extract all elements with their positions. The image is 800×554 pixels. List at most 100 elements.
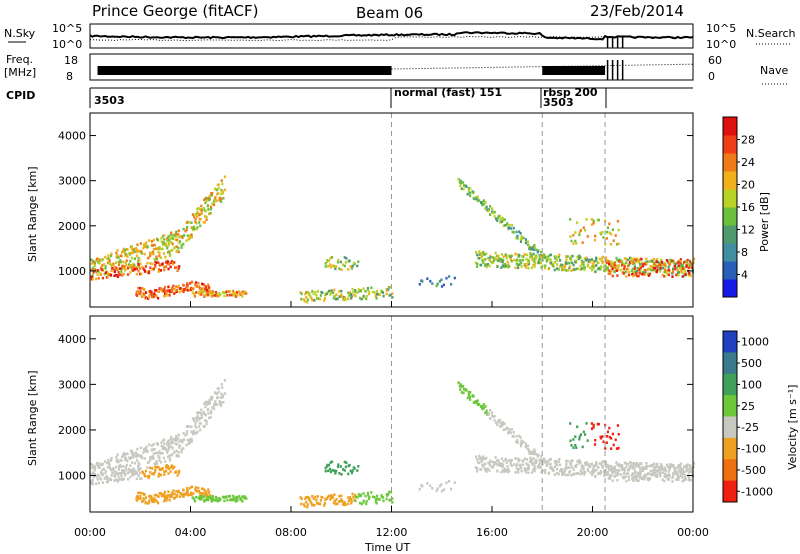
power-echo <box>123 267 126 270</box>
power-echo <box>108 259 111 262</box>
power-echo <box>215 188 219 192</box>
velocity-echo <box>545 464 548 467</box>
power-echo <box>522 236 525 240</box>
power-echo <box>517 263 520 267</box>
velocity-echo <box>595 468 598 472</box>
velocity-echo <box>191 431 194 435</box>
velocity-echo <box>351 492 354 496</box>
velocity-echo <box>179 444 182 448</box>
velocity-echo <box>241 500 244 503</box>
velocity-echo <box>497 463 500 467</box>
velocity-echo <box>579 472 582 476</box>
power-echo <box>499 221 502 224</box>
velocity-echo <box>634 478 637 481</box>
power-echo <box>152 252 155 256</box>
x-tick-label: 00:00 <box>74 526 106 539</box>
velocity-echo <box>139 497 142 500</box>
power-echo <box>613 263 616 267</box>
velocity-echo <box>245 497 248 500</box>
velocity-echo <box>340 494 343 498</box>
velocity-echo <box>525 462 528 465</box>
power-echo <box>385 292 388 296</box>
power-echo <box>659 261 662 265</box>
velocity-echo <box>616 463 619 466</box>
velocity-echo <box>387 490 391 494</box>
velocity-echo <box>665 463 668 467</box>
power-echo <box>530 254 533 257</box>
power-echo <box>199 208 202 211</box>
power-echo <box>592 263 595 266</box>
power-echo <box>166 260 170 263</box>
power-echo <box>133 257 136 260</box>
power-echo <box>536 250 539 254</box>
velocity-echo <box>157 475 160 478</box>
velocity-echo <box>222 495 225 499</box>
power-echo <box>636 258 639 262</box>
velocity-echo <box>157 501 160 505</box>
velocity-echo <box>599 472 602 476</box>
power-echo <box>311 290 314 293</box>
power-echo <box>166 292 169 295</box>
velocity-echo <box>520 469 523 473</box>
velocity-echo <box>675 466 678 470</box>
velocity-echo <box>125 468 128 472</box>
power-echo <box>241 295 244 298</box>
power-echo <box>146 261 149 265</box>
power-echo <box>657 263 661 266</box>
power-echo <box>484 207 487 210</box>
power-echo <box>158 254 161 258</box>
velocity-echo <box>329 470 332 474</box>
velocity-echo <box>687 478 690 482</box>
power-echo <box>328 263 332 266</box>
velocity-echo <box>117 478 120 482</box>
velocity-echo <box>209 416 212 419</box>
velocity-echo <box>335 469 338 473</box>
power-echo <box>195 227 198 231</box>
power-echo <box>108 261 111 264</box>
power-echo <box>144 243 147 246</box>
cpid-label: CPID <box>6 89 35 102</box>
power-echo <box>97 277 100 280</box>
power-echo <box>136 294 139 297</box>
power-echo <box>574 231 577 234</box>
velocity-echo <box>593 464 596 468</box>
power-echo <box>545 259 548 263</box>
velocity-echo <box>667 478 671 481</box>
nsky-tick-top: 10^5 <box>52 22 82 35</box>
velocity-echo <box>561 470 564 473</box>
velocity-echo <box>529 450 532 454</box>
velocity-echo <box>608 435 611 439</box>
power-echo <box>649 265 652 268</box>
velocity-echo <box>469 391 472 394</box>
power-echo <box>616 274 619 277</box>
power-echo <box>163 285 167 289</box>
power-echo <box>186 282 189 285</box>
power-echo <box>165 261 168 264</box>
power-echo <box>96 257 99 261</box>
power-echo <box>337 258 340 262</box>
velocity-echo <box>340 498 343 501</box>
power-echo <box>349 265 352 268</box>
velocity-echo <box>482 455 485 458</box>
velocity-echo <box>576 425 579 429</box>
velocity-echo <box>136 495 139 498</box>
power-echo <box>515 259 518 263</box>
power-echo <box>605 268 608 272</box>
power-echo <box>507 263 510 266</box>
power-echo <box>562 268 565 272</box>
power-echo <box>212 292 215 295</box>
velocity-echo <box>679 462 682 466</box>
power-echo <box>467 189 470 193</box>
velocity-echo <box>132 467 135 470</box>
velocity-echo <box>155 462 158 466</box>
power-scatter <box>90 113 696 307</box>
nave-tick-bottom: 0 <box>708 70 715 83</box>
velocity-echo <box>223 379 226 382</box>
velocity-echo <box>583 470 586 474</box>
power-colorbar-tick-label: 16 <box>741 201 755 214</box>
power-echo <box>169 265 172 269</box>
velocity-echo <box>128 467 131 471</box>
velocity-echo <box>570 444 573 447</box>
velocity-echo <box>482 403 485 406</box>
velocity-echo <box>234 500 238 503</box>
